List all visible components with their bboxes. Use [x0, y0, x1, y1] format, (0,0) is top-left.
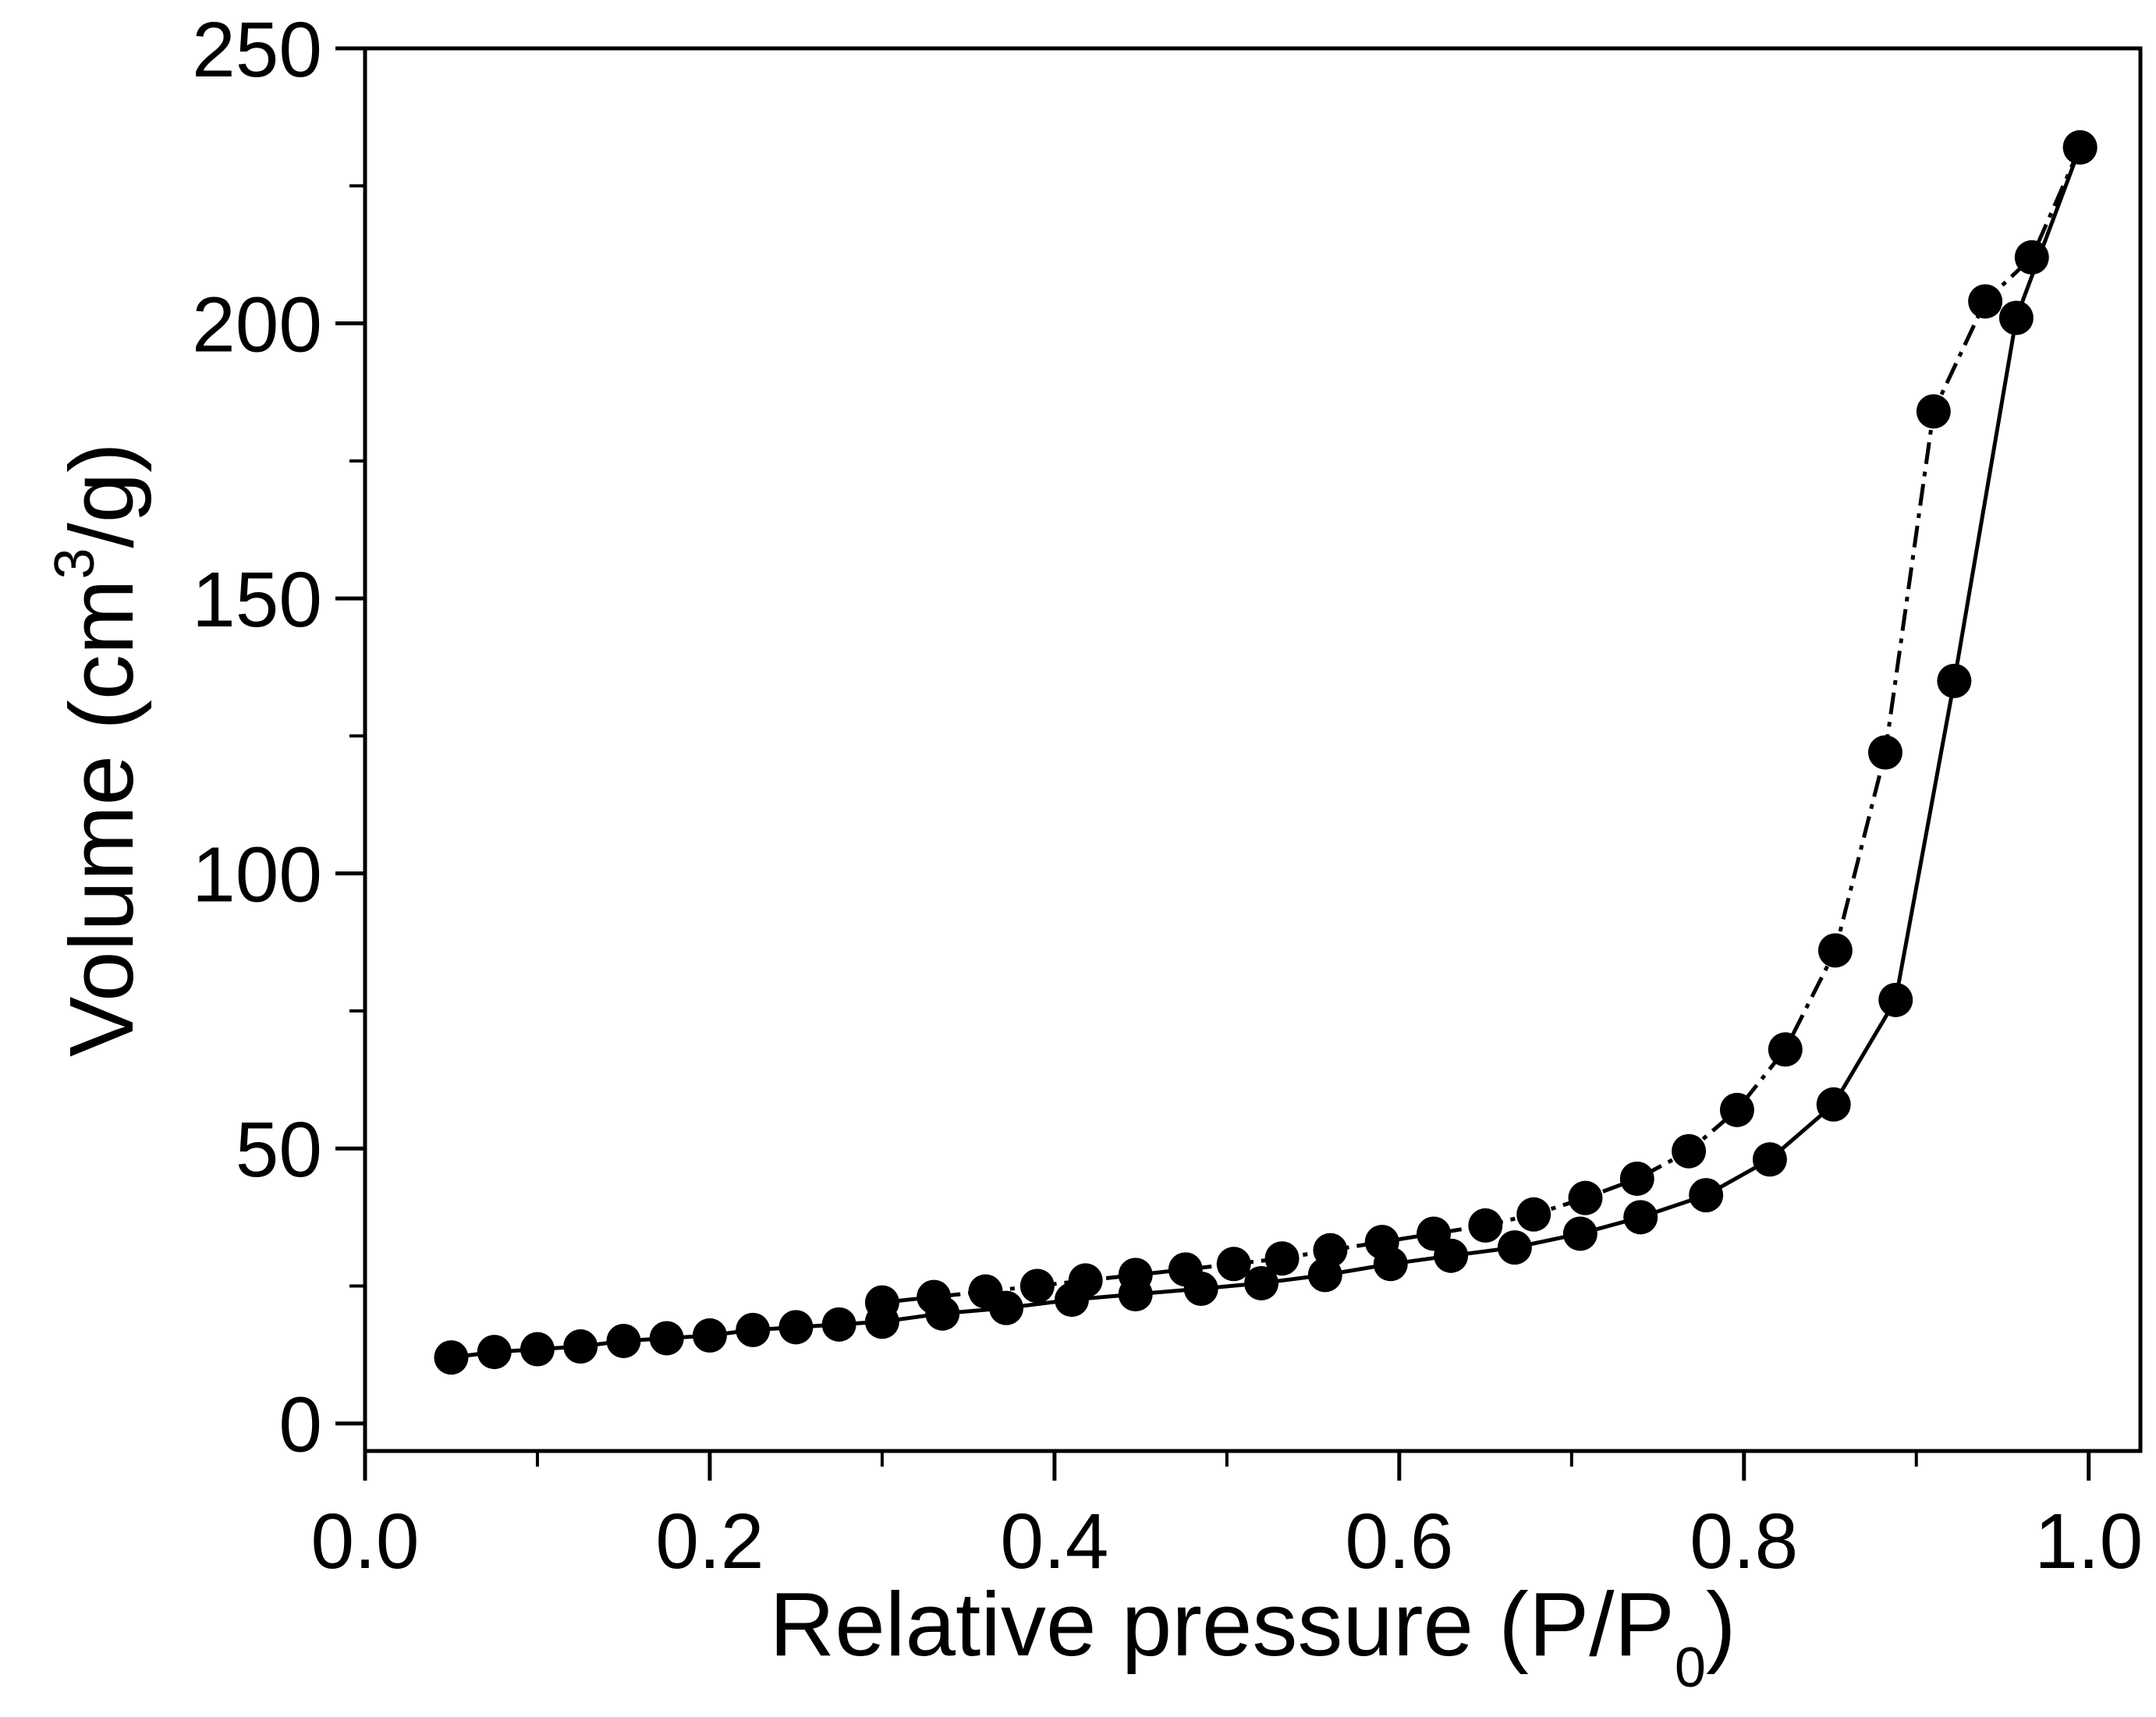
adsorption-point	[519, 1332, 555, 1367]
desorption-point	[1168, 1252, 1203, 1287]
plot-frame	[363, 46, 2143, 1453]
desorption-point	[1672, 1133, 1707, 1169]
desorption-point	[1817, 933, 1853, 968]
x-tick-label: 1.0	[2034, 1498, 2143, 1585]
adsorption-point	[736, 1312, 771, 1347]
x-tick-label: 0.2	[655, 1498, 764, 1585]
desorption-point	[2062, 129, 2097, 165]
y-tick-label: 100	[192, 832, 322, 919]
desorption-point	[1216, 1247, 1251, 1282]
adsorption-point	[649, 1321, 684, 1356]
desorption-point	[1768, 1032, 1803, 1067]
desorption-point	[1417, 1216, 1452, 1251]
adsorption-point	[1752, 1142, 1787, 1177]
adsorption-point	[1497, 1230, 1532, 1265]
y-tick-label: 250	[192, 6, 322, 94]
adsorption-point	[1244, 1265, 1279, 1300]
data-markers	[434, 129, 2097, 1375]
series-line-desorption	[881, 146, 2082, 1305]
desorption-point	[1118, 1258, 1153, 1293]
x-tick-label: 0.4	[1000, 1498, 1108, 1585]
y-axis-title: Volume (cm3/g)	[44, 442, 152, 1057]
adsorption-point	[1998, 300, 2034, 335]
desorption-point	[1019, 1268, 1055, 1304]
series-lines	[451, 146, 2083, 1360]
axis-ticks	[335, 46, 2091, 1481]
adsorption-point	[1878, 982, 1913, 1017]
adsorption-point	[606, 1323, 641, 1358]
adsorption-point	[477, 1335, 512, 1370]
x-tick-label: 0.6	[1345, 1498, 1453, 1585]
series-line-adsorption	[451, 147, 2083, 1360]
desorption-point	[1867, 735, 1902, 770]
desorption-point	[864, 1285, 899, 1320]
desorption-point	[968, 1274, 1003, 1309]
x-tick-label: 0.8	[1690, 1498, 1798, 1585]
desorption-point	[1068, 1263, 1103, 1298]
adsorption-point	[1689, 1178, 1724, 1213]
desorption-point	[2014, 239, 2049, 275]
desorption-point	[917, 1279, 952, 1314]
desorption-point	[1916, 394, 1951, 429]
desorption-point	[1619, 1161, 1654, 1196]
tick-labels: 0.0 0.2 0.4 0.6 0.8 1.0 0 50 100 150 200 250	[192, 6, 2143, 1585]
desorption-point	[1719, 1092, 1754, 1127]
desorption-point	[1968, 284, 2003, 319]
adsorption-point	[1816, 1087, 1851, 1122]
y-tick-label: 0	[278, 1382, 322, 1469]
adsorption-point	[821, 1307, 856, 1342]
adsorption-point	[692, 1318, 727, 1353]
adsorption-point	[1937, 663, 1972, 698]
adsorption-point	[434, 1340, 469, 1375]
desorption-point	[1468, 1208, 1503, 1243]
desorption-point	[1364, 1225, 1399, 1260]
y-tick-label: 50	[236, 1106, 322, 1194]
desorption-point	[1516, 1197, 1551, 1232]
desorption-point	[1313, 1233, 1348, 1268]
desorption-point	[1264, 1241, 1300, 1276]
x-axis-title: Relative pressure (P/P0)	[769, 1573, 1736, 1699]
adsorption-point	[778, 1310, 814, 1345]
desorption-point	[1568, 1180, 1603, 1215]
x-tick-label: 0.0	[310, 1498, 419, 1585]
y-tick-label: 200	[192, 282, 322, 369]
adsorption-point	[1623, 1200, 1658, 1235]
y-tick-label: 150	[192, 556, 322, 644]
adsorption-point	[563, 1329, 598, 1364]
adsorption-point	[1562, 1216, 1597, 1251]
